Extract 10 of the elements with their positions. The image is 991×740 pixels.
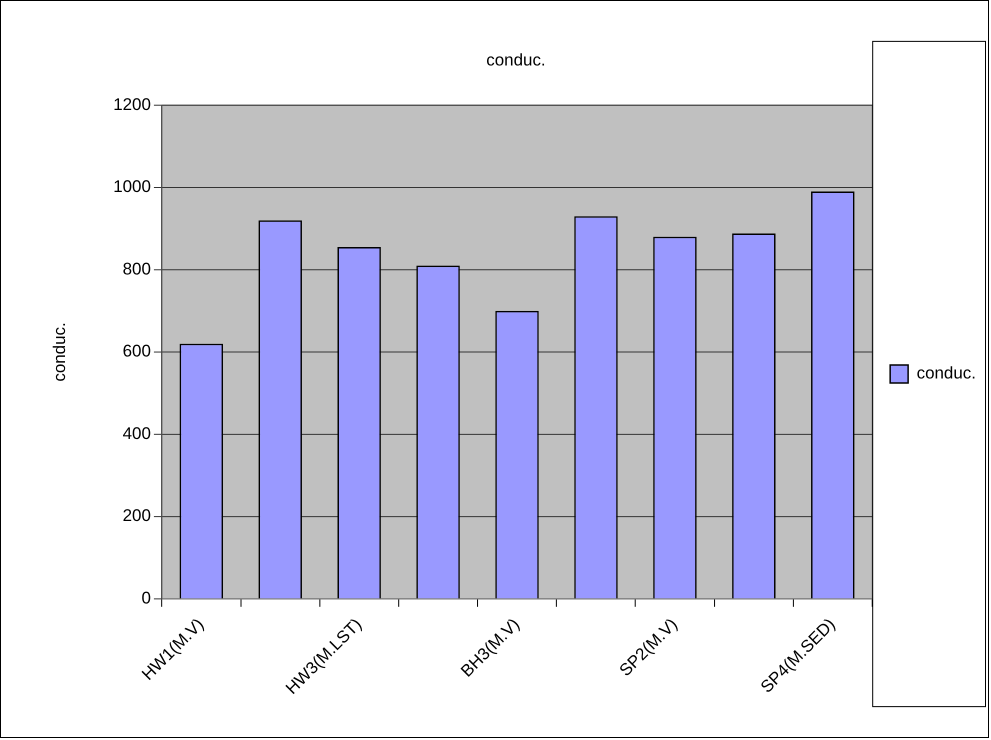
y-tick-label: 1000 [113,177,151,196]
legend-label: conduc. [916,364,976,383]
y-tick-label: 1200 [113,94,151,114]
y-tick-label: 600 [122,342,151,361]
y-tick-label: 200 [122,506,151,526]
y-tick-label: 400 [122,424,151,443]
chart-title: conduc. [486,50,546,70]
y-tick-label: 0 [141,588,151,608]
y-tick-label: 800 [122,259,151,278]
y-axis-title: conduc. [50,322,69,382]
